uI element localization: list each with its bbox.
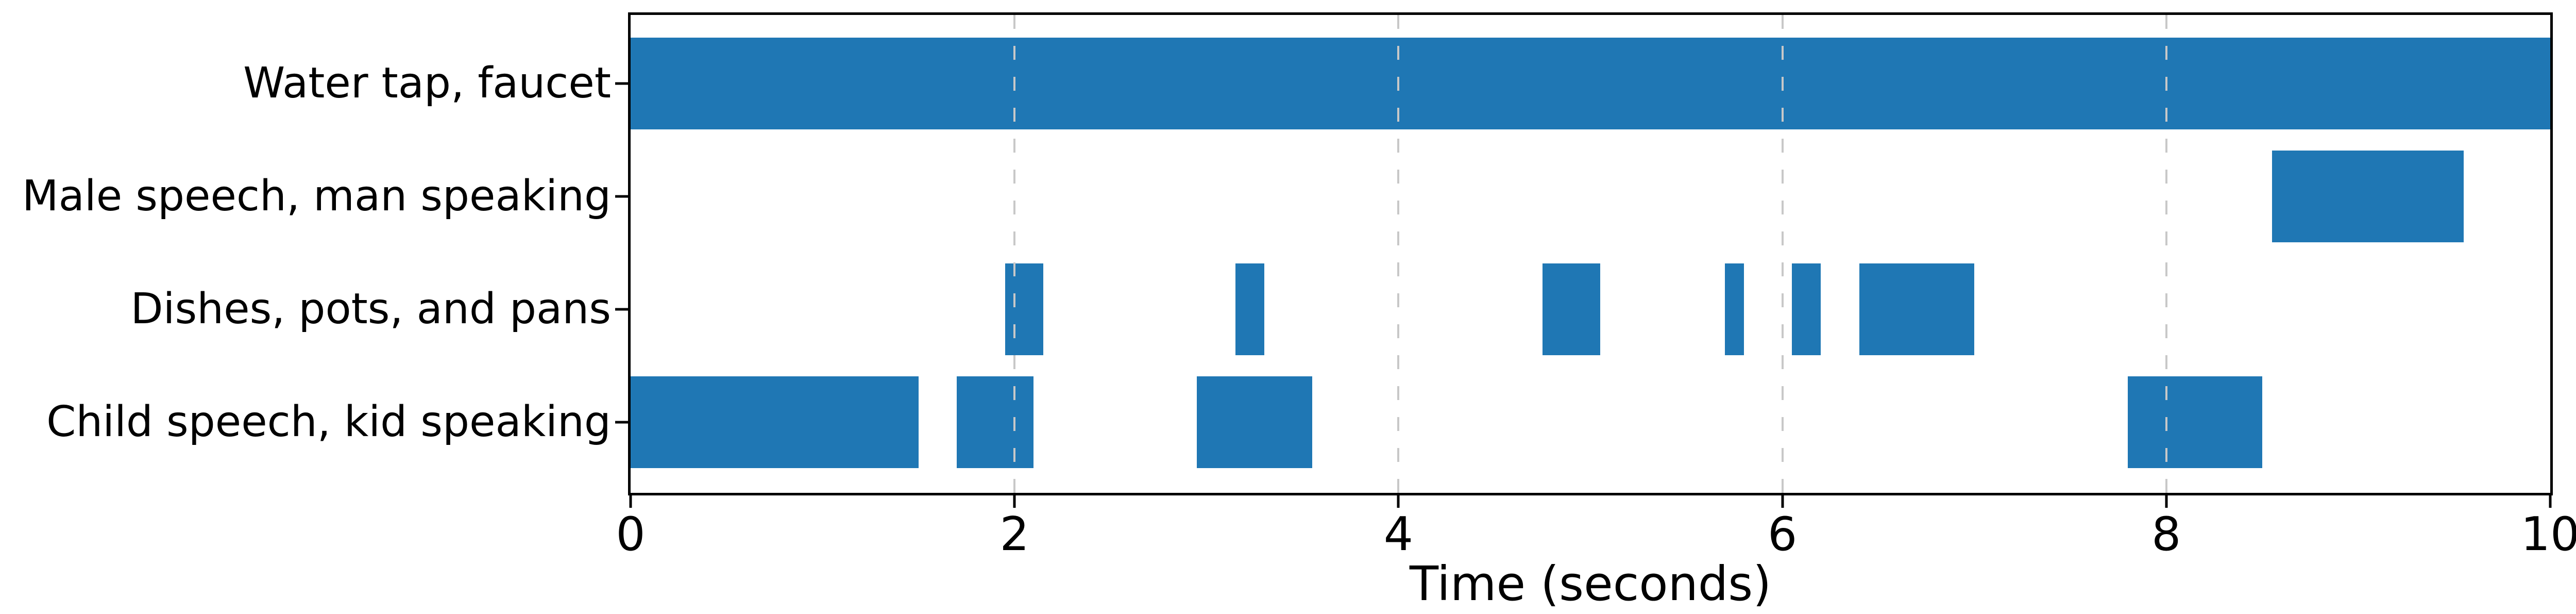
x-axis-line: [628, 493, 2553, 495]
x-tick-label: 4: [1383, 507, 1414, 561]
x-tick-label: 8: [2151, 507, 2181, 561]
x-tick-mark: [1781, 495, 1784, 508]
x-tick-mark: [629, 495, 632, 508]
bar-segment: [2128, 376, 2263, 468]
x-tick-label: 10: [2520, 507, 2576, 561]
y-tick-mark: [615, 308, 628, 311]
x-tick-label: 6: [1767, 507, 1798, 561]
right-spine: [2550, 12, 2553, 495]
bar-segment: [957, 376, 1034, 468]
x-tick-mark: [1013, 495, 1016, 508]
gridline-vertical: [1781, 15, 1784, 493]
bar-segment: [1724, 263, 1744, 355]
y-category-label: Male speech, man speaking: [22, 171, 611, 221]
x-tick-label: 2: [999, 507, 1029, 561]
bar-segment: [1235, 263, 1264, 355]
bar-segment: [1197, 376, 1312, 468]
bar-segment: [1542, 263, 1600, 355]
bar-segment: [2272, 151, 2464, 242]
y-category-label: Child speech, kid speaking: [46, 397, 611, 446]
y-category-label: Dishes, pots, and pans: [130, 284, 611, 334]
bar-segment: [631, 376, 919, 468]
y-axis-line: [628, 12, 631, 495]
x-tick-label: 0: [616, 507, 646, 561]
bar-segment: [1792, 263, 1821, 355]
bar-segment: [1005, 263, 1044, 355]
y-category-label: Water tap, faucet: [243, 58, 611, 108]
gridline-vertical: [1397, 15, 1400, 493]
y-tick-mark: [615, 82, 628, 85]
x-tick-mark: [1397, 495, 1400, 508]
gridline-vertical: [2165, 15, 2167, 493]
bar-segment: [631, 38, 2550, 129]
gridline-vertical: [1013, 15, 1016, 493]
x-tick-mark: [2549, 495, 2552, 508]
bar-segment: [1859, 263, 1975, 355]
y-tick-mark: [615, 195, 628, 198]
x-axis-title: Time (seconds): [1409, 556, 1772, 611]
x-tick-mark: [2165, 495, 2168, 508]
y-tick-mark: [615, 421, 628, 424]
top-spine: [628, 12, 2553, 15]
plot-area: 0 2 4 6 8 10: [615, 12, 2576, 560]
